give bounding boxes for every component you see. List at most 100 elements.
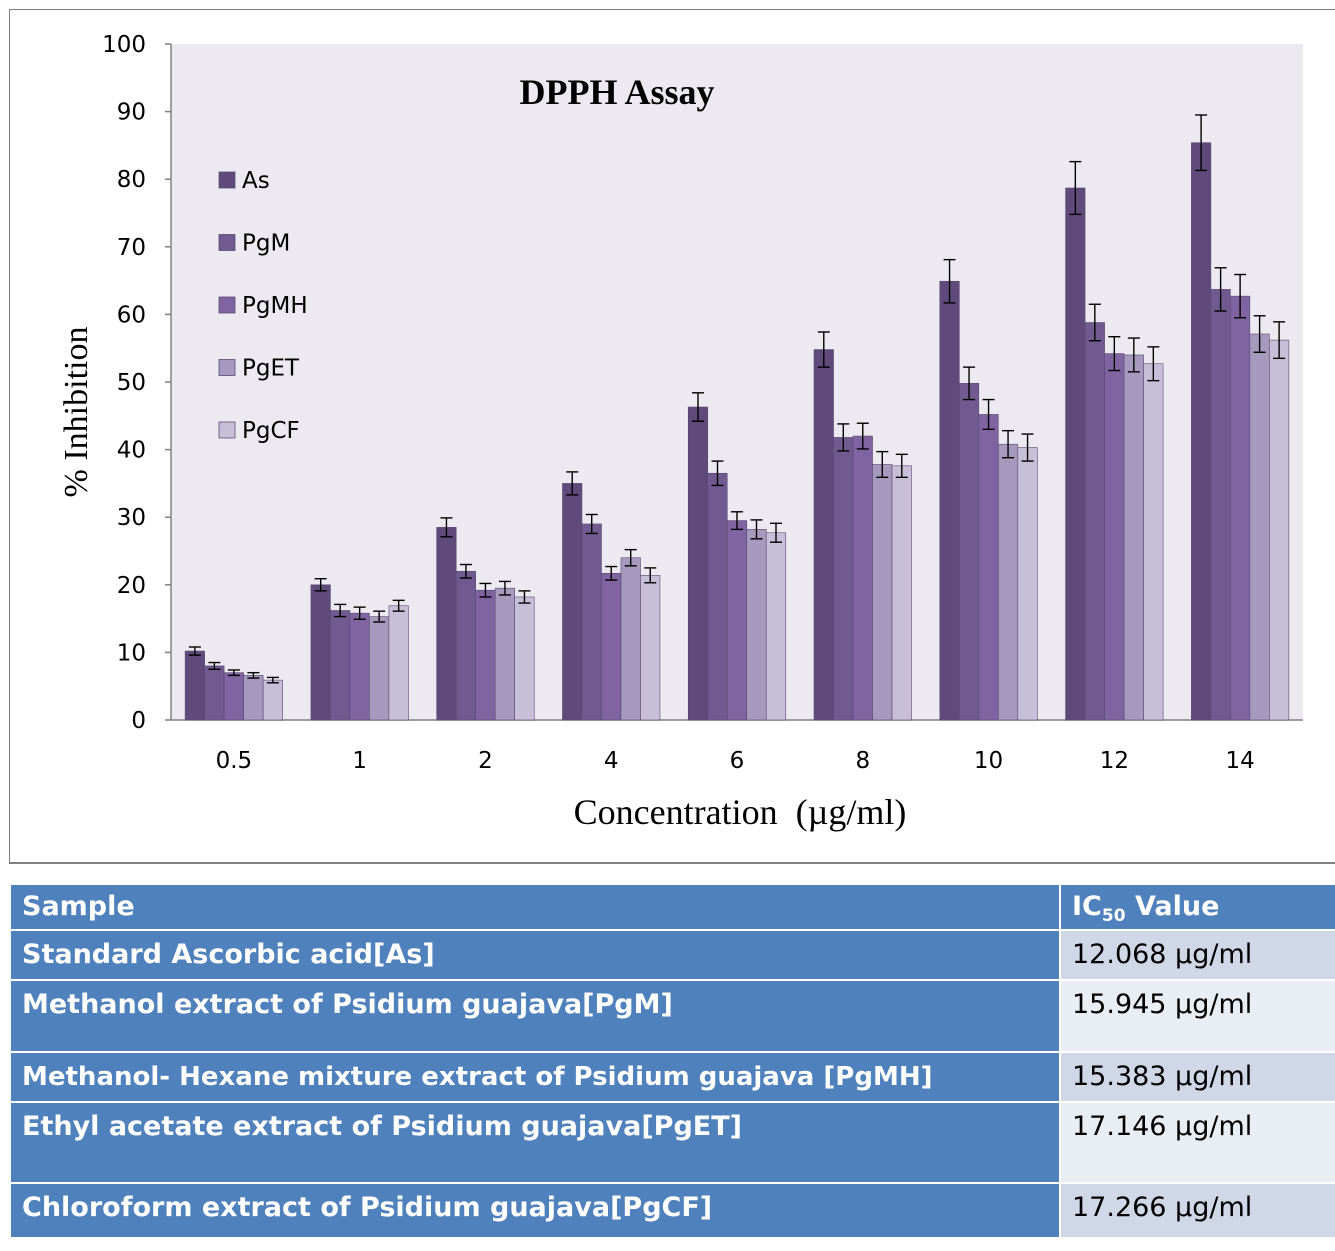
error-bar-pget-14 <box>1253 315 1266 353</box>
sample-cell: Ethyl acetate extract of Psidium guajava… <box>9 1101 1061 1184</box>
legend: As PgM PgMH PgET PgCF <box>218 168 308 444</box>
error-bar-pgcf-12 <box>1147 346 1160 382</box>
bar-as-1 <box>310 584 331 721</box>
bar-as-10 <box>939 280 960 721</box>
sample-cell: Standard Ascorbic acid[As] <box>9 929 1061 981</box>
x-axis-label: Concentration (µg/ml) <box>574 792 907 832</box>
bar-pgm-0.5 <box>204 665 225 721</box>
error-bar-pgcf-2 <box>518 590 531 604</box>
error-bar-as-14 <box>1195 114 1208 172</box>
error-bar-pgmh-6 <box>731 511 743 531</box>
bar-pgcf-4 <box>640 575 661 721</box>
x-tick-label: 0.5 <box>216 748 253 774</box>
legend-swatch-pget <box>218 359 236 376</box>
error-bar-pgm-14 <box>1214 267 1227 312</box>
sample-cell: Methanol extract of Psidium guajava[PgM] <box>9 979 1061 1053</box>
x-tick-label: 1 <box>352 748 367 774</box>
bar-pgmh-4 <box>601 573 622 721</box>
y-tick-label: 80 <box>117 167 146 193</box>
error-bar-as-1 <box>314 578 327 592</box>
bar-as-6 <box>687 406 709 721</box>
bar-pget-4 <box>620 557 641 721</box>
error-bar-pgm-12 <box>1088 303 1101 342</box>
bar-pgmh-8 <box>852 435 873 721</box>
bar-pgcf-10 <box>1017 447 1038 721</box>
ic50-value-cell: 17.146 µg/ml <box>1059 1101 1335 1184</box>
table-row: Standard Ascorbic acid[As] 12.068 µg/ml <box>9 929 1335 981</box>
error-bar-pgcf-1 <box>392 599 405 612</box>
bar-pgm-8 <box>833 437 854 721</box>
ic50-table: Sample IC50 Value Standard Ascorbic acid… <box>9 883 1335 1239</box>
bar-pgmh-14 <box>1230 295 1251 721</box>
bar-pgm-12 <box>1084 322 1105 721</box>
bar-pgm-2 <box>455 570 476 721</box>
legend-swatch-pgm <box>218 234 236 251</box>
bar-pget-10 <box>998 443 1019 721</box>
ic50-value-cell: 15.945 µg/ml <box>1059 979 1335 1053</box>
y-axis-label: % Inhibition <box>58 327 95 498</box>
error-bar-pgcf-4 <box>644 567 657 584</box>
chart-frame: 0 10 20 30 40 50 60 70 80 90 100 0.5 1 2 4 6 8 10 12 14 As… <box>9 9 1335 864</box>
bar-pget-1 <box>369 616 390 721</box>
x-tick-label: 2 <box>478 748 493 774</box>
error-bar-as-2 <box>440 517 453 538</box>
bar-pgmh-10 <box>978 414 999 721</box>
error-bar-as-0.5 <box>188 646 201 656</box>
error-bar-pget-12 <box>1127 337 1140 373</box>
sample-column-header: Sample <box>9 883 1061 931</box>
x-tick-label: 14 <box>1225 748 1254 774</box>
ic50-header-rest: Value <box>1125 891 1220 922</box>
error-bar-pgm-8 <box>837 423 850 452</box>
legend-label-pgm: PgM <box>242 231 290 257</box>
sample-cell: Chloroform extract of Psidium guajava[Pg… <box>9 1182 1061 1239</box>
x-axis: 0.5 1 2 4 6 8 10 12 14 <box>171 719 1303 774</box>
error-bar-pgmh-12 <box>1108 336 1121 372</box>
bar-pget-2 <box>494 587 515 721</box>
error-bar-pget-0.5 <box>247 671 260 679</box>
error-bar-pgmh-1 <box>353 606 366 620</box>
bar-pget-12 <box>1123 354 1144 721</box>
error-bar-pgcf-10 <box>1021 433 1034 462</box>
x-tick-label: 12 <box>1100 748 1129 774</box>
error-bar-as-10 <box>943 258 956 304</box>
bar-pgcf-1 <box>388 605 409 721</box>
error-bar-pget-4 <box>624 548 637 567</box>
legend-swatch-pgmh <box>218 296 236 314</box>
bar-pget-8 <box>872 464 893 721</box>
y-tick-label: 90 <box>117 100 146 126</box>
error-bar-pget-1 <box>373 610 386 623</box>
y-tick-label: 20 <box>117 573 146 599</box>
error-bar-as-4 <box>566 471 579 496</box>
error-bars <box>188 114 1286 684</box>
table-row: Methanol- Hexane mixture extract of Psid… <box>9 1051 1335 1103</box>
table-header-row: Sample IC50 Value <box>9 883 1335 931</box>
table-row: Chloroform extract of Psidium guajava[Pg… <box>9 1182 1335 1239</box>
error-bar-pgcf-6 <box>770 522 782 543</box>
bar-as-12 <box>1065 187 1086 721</box>
table-row: Methanol extract of Psidium guajava[PgM]… <box>9 979 1335 1053</box>
error-bar-pgm-0.5 <box>208 661 221 670</box>
table-row: Ethyl acetate extract of Psidium guajava… <box>9 1101 1335 1184</box>
x-tick-label: 10 <box>974 748 1003 774</box>
error-bar-pgmh-0.5 <box>227 669 240 677</box>
bar-pgmh-0.5 <box>223 672 244 721</box>
error-bar-pget-6 <box>750 519 763 540</box>
error-bar-pgmh-8 <box>856 422 869 450</box>
x-tick-label: 4 <box>604 748 619 774</box>
legend-swatch-pgcf <box>218 421 236 439</box>
bar-pgcf-0.5 <box>262 679 283 721</box>
y-tick-label: 50 <box>117 370 146 396</box>
legend-label-pgcf: PgCF <box>242 418 300 444</box>
bar-pgmh-6 <box>726 520 748 721</box>
y-tick-label: 10 <box>117 640 146 666</box>
bar-pgm-6 <box>707 472 728 721</box>
ic50-header-subscript: 50 <box>1101 906 1126 926</box>
error-bar-pgm-6 <box>711 460 724 487</box>
ic50-value-cell: 12.068 µg/ml <box>1059 929 1335 981</box>
error-bar-pgm-1 <box>334 603 347 618</box>
bar-pgmh-12 <box>1104 353 1125 721</box>
error-bar-as-6 <box>692 392 704 422</box>
x-tick-label: 6 <box>730 748 745 774</box>
chart-title: DPPH Assay <box>519 72 714 112</box>
